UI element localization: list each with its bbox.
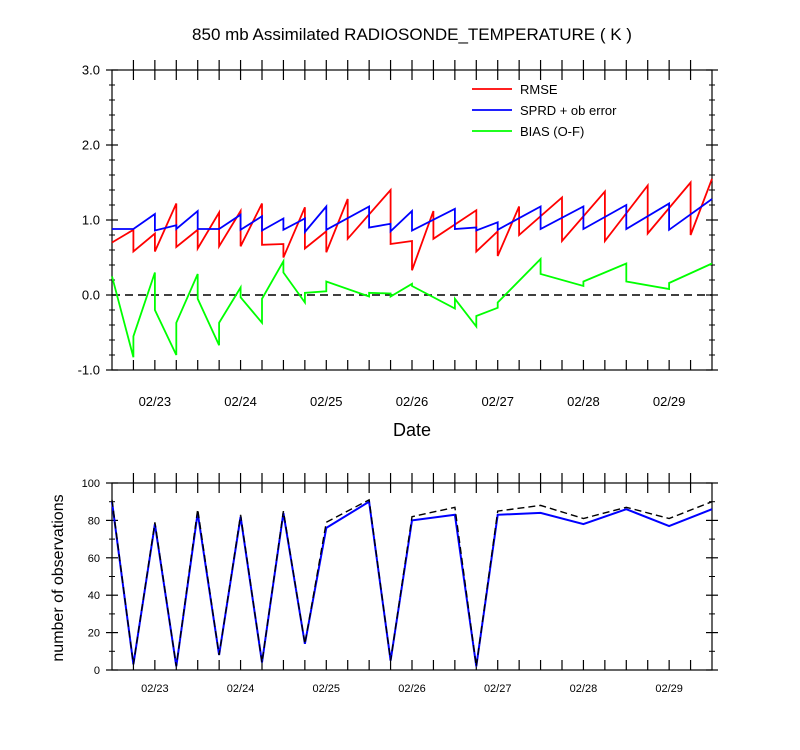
bottom-plot-y-tick-label: 0 [94, 665, 100, 677]
bottom-plot-y-tick-label: 20 [88, 628, 100, 640]
bottom-plot-y-tick-label: 80 [88, 515, 100, 527]
legend-label: BIAS (O-F) [520, 124, 584, 139]
bottom-plot-x-tick-label: 02/26 [398, 683, 426, 695]
bottom-plot-series-possible [111, 498, 713, 667]
top-plot-x-tick-label: 02/27 [481, 394, 514, 409]
bottom-plot-x-tick-label: 02/27 [484, 683, 512, 695]
bottom-plot-y-tick-label: 40 [88, 590, 100, 602]
bottom-plot-x-tick-label: 02/28 [570, 683, 598, 695]
top-plot-series-sprd-ob-error [112, 198, 713, 235]
top-plot-x-tick-label: 02/25 [310, 394, 343, 409]
bottom-y-axis-label: number of observations [50, 494, 67, 661]
bottom-plot-y-tick-label: 100 [82, 478, 100, 490]
bottom-plot-x-tick-label: 02/29 [655, 683, 683, 695]
top-plot-y-tick-label: 1.0 [82, 213, 100, 228]
top-plot-y-tick-label: 2.0 [82, 138, 100, 153]
top-plot-x-tick-label: 02/26 [396, 394, 429, 409]
bottom-plot-x-tick-label: 02/25 [313, 683, 341, 695]
top-plot-series-bias-o-f [111, 256, 713, 358]
bottom-plot: 02/23 02/24 02/25 02/26 02/27 02/28 02/29 0 20 40… [82, 473, 718, 695]
legend-label: SPRD + ob error [520, 103, 617, 118]
bottom-plot-y-tick-label: 60 [88, 553, 100, 565]
top-plot-x-tick-label: 02/29 [653, 394, 686, 409]
top-plot: 02/23 02/24 02/25 02/26 02/27 02/28 02/29 -1.0 0… [78, 60, 718, 409]
bottom-plot-x-tick-label: 02/23 [141, 683, 169, 695]
chart-title: 850 mb Assimilated RADIOSONDE_TEMPERATUR… [192, 25, 632, 44]
top-plot-y-tick-label: 3.0 [82, 63, 100, 78]
top-plot-x-tick-label: 02/23 [139, 394, 172, 409]
top-plot-y-tick-label: -1.0 [78, 363, 100, 378]
top-plot-x-tick-label: 02/28 [567, 394, 600, 409]
top-plot-x-tick-label: 02/24 [224, 394, 257, 409]
bottom-plot-series-assimilated [111, 500, 713, 667]
legend-label: RMSE [520, 82, 558, 97]
x-axis-label: Date [393, 420, 431, 440]
top-plot-y-tick-label: 0.0 [82, 288, 100, 303]
bottom-plot-x-tick-label: 02/24 [227, 683, 255, 695]
